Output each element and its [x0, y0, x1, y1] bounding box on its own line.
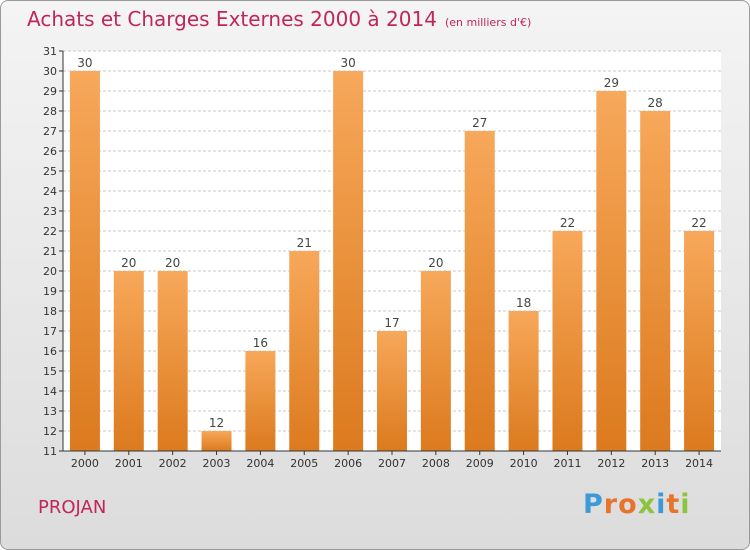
x-tick-label: 2000	[71, 457, 99, 470]
logo-letter: P	[583, 489, 604, 520]
data-label: 12	[209, 416, 224, 430]
x-tick-label: 2007	[378, 457, 406, 470]
y-tick-label: 26	[43, 145, 57, 158]
y-tick-label: 23	[43, 205, 57, 218]
data-label: 21	[297, 236, 312, 250]
x-tick-label: 2003	[203, 457, 231, 470]
data-label: 30	[77, 56, 92, 70]
data-label: 22	[560, 216, 575, 230]
y-tick-label: 19	[43, 285, 57, 298]
logo-letter: i	[680, 489, 691, 520]
axes: 1112131415161718192021222324252627282930…	[43, 45, 721, 470]
chart-title: Achats et Charges Externes 2000 à 2014 (e…	[27, 7, 531, 31]
data-label: 17	[384, 316, 399, 330]
proxiti-logo: Proxiti	[583, 489, 691, 520]
logo-letter: o	[618, 489, 638, 520]
logo-letter: x	[637, 489, 657, 520]
data-label: 20	[165, 256, 180, 270]
bar	[289, 251, 320, 451]
data-label: 22	[691, 216, 706, 230]
data-label: 16	[253, 336, 268, 350]
x-tick-label: 2001	[115, 457, 143, 470]
bar	[113, 271, 144, 451]
y-tick-label: 14	[43, 385, 57, 398]
x-tick-label: 2004	[246, 457, 274, 470]
x-tick-label: 2002	[159, 457, 187, 470]
x-tick-label: 2008	[422, 457, 450, 470]
y-tick-label: 16	[43, 345, 57, 358]
data-label: 28	[648, 96, 663, 110]
data-label: 20	[121, 256, 136, 270]
data-labels: 30 20 20 12 16 21 30 17 20 27 18 22 29 28 22	[77, 56, 706, 430]
x-tick-label: 2011	[553, 457, 581, 470]
data-label: 27	[472, 116, 487, 130]
x-tick-label: 2013	[641, 457, 669, 470]
y-tick-label: 13	[43, 405, 57, 418]
y-tick-label: 28	[43, 105, 57, 118]
bar	[420, 271, 451, 451]
bar	[157, 271, 188, 451]
y-tick-label: 31	[43, 45, 57, 58]
x-tick-label: 2014	[685, 457, 713, 470]
x-tick-label: 2009	[466, 457, 494, 470]
y-tick-label: 25	[43, 165, 57, 178]
y-tick-label: 18	[43, 305, 57, 318]
bar	[684, 231, 715, 451]
y-tick-label: 27	[43, 125, 57, 138]
y-tick-label: 15	[43, 365, 57, 378]
data-label: 30	[340, 56, 355, 70]
x-tick-label: 2005	[290, 457, 318, 470]
chart-title-text: Achats et Charges Externes 2000 à 2014	[27, 7, 437, 31]
bar	[552, 231, 583, 451]
data-label: 18	[516, 296, 531, 310]
bar	[640, 111, 671, 451]
y-tick-label: 29	[43, 85, 57, 98]
commune-name: PROJAN	[38, 497, 107, 518]
y-tick-label: 30	[43, 65, 57, 78]
y-tick-label: 11	[43, 445, 57, 458]
x-tick-label: 2012	[597, 457, 625, 470]
bars	[69, 71, 715, 451]
bar	[596, 91, 627, 451]
x-tick-label: 2010	[510, 457, 538, 470]
x-tick-label: 2006	[334, 457, 362, 470]
y-tick-label: 22	[43, 225, 57, 238]
data-label: 20	[428, 256, 443, 270]
bar	[508, 311, 539, 451]
bar	[333, 71, 364, 451]
logo-letter: i	[656, 489, 667, 520]
y-tick-label: 24	[43, 185, 57, 198]
y-tick-label: 17	[43, 325, 57, 338]
logo-letter: r	[603, 489, 619, 520]
bar	[464, 131, 495, 451]
bar	[377, 331, 407, 451]
y-tick-label: 20	[43, 265, 57, 278]
bar	[245, 351, 276, 451]
bar	[69, 71, 100, 451]
y-tick-label: 21	[43, 245, 57, 258]
logo-letter: t	[666, 489, 681, 520]
data-label: 29	[604, 76, 619, 90]
bar	[201, 431, 232, 451]
y-tick-label: 12	[43, 425, 57, 438]
chart-unit: (en milliers d'€)	[444, 16, 532, 29]
